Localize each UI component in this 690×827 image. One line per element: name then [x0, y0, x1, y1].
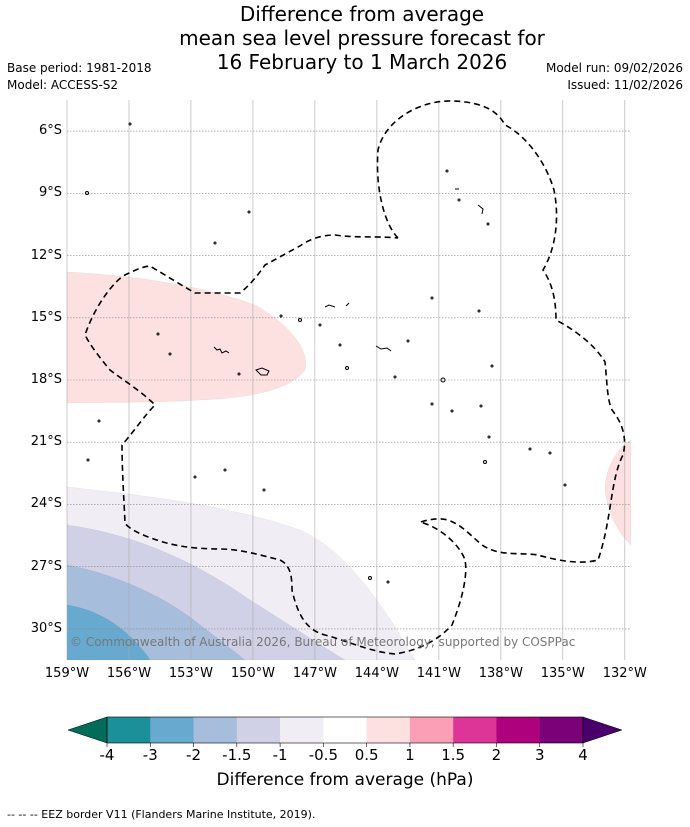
- colorbar-segment: [409, 717, 454, 743]
- colorbar-segment: [453, 717, 497, 743]
- longitude-tick-label: 141°W: [416, 666, 461, 681]
- colorbar-tick-label: -4: [99, 746, 115, 764]
- colorbar-under-arrow: [67, 716, 108, 744]
- latitude-tick-label: 24°S: [30, 496, 62, 512]
- latitude-tick-label: 9°S: [38, 185, 62, 201]
- latitude-tick-label: 27°S: [30, 558, 62, 574]
- colorbar-tick-label: 1: [405, 746, 415, 764]
- land-islands: [85, 122, 567, 584]
- colorbar-tick-label: 3: [534, 746, 545, 764]
- colorbar-segment: [280, 717, 324, 743]
- meta-left: Base period: 1981-2018 Model: ACCESS-S2: [7, 60, 152, 94]
- colorbar-segment: [496, 717, 541, 743]
- issued-date: Issued: 11/02/2026: [567, 78, 683, 92]
- meta-right: Model run: 09/02/2026 Issued: 11/02/2026: [546, 60, 683, 94]
- longitude-tick-label: 138°W: [478, 666, 523, 681]
- colorbar-segment: [107, 717, 151, 743]
- colorbar-segment: [193, 717, 238, 743]
- colorbar: [67, 716, 623, 747]
- eez-border: [84, 100, 626, 655]
- colorbar-segment: [539, 717, 584, 743]
- colorbar-over-arrow: [582, 716, 623, 744]
- latitude-tick-label: 12°S: [30, 247, 62, 263]
- colorbar-tick-label: -2: [186, 746, 202, 764]
- map-title: Difference from average mean sea level p…: [0, 2, 690, 74]
- colorbar-tick-label: -3: [142, 746, 158, 764]
- colorbar-tick-label: 1.5: [441, 746, 466, 764]
- longitude-tick-label: 156°W: [106, 666, 152, 681]
- longitude-tick-label: 150°W: [230, 666, 275, 681]
- latitude-tick-label: 21°S: [30, 434, 62, 450]
- latitude-tick-label: 6°S: [38, 123, 62, 139]
- colorbar-tick-label: 4: [578, 746, 588, 764]
- colorbar-segment: [150, 717, 194, 743]
- latitude-tick-label: 18°S: [30, 372, 62, 387]
- anomaly-fields: [67, 271, 631, 660]
- colorbar-outline: [106, 716, 584, 744]
- colorbar-segments: [106, 717, 584, 747]
- base-period: Base period: 1981-2018: [7, 61, 152, 75]
- colorbar-segment: [323, 717, 367, 743]
- longitude-tick-label: 153°W: [168, 666, 214, 681]
- anomaly-pos-0-5-west: [67, 271, 307, 404]
- longitude-tick-label: 132°W: [602, 666, 647, 681]
- footer-legend: -- -- -- EEZ border V11 (Flanders Marine…: [7, 808, 316, 821]
- latitude-tick-label: 30°S: [30, 620, 62, 636]
- colorbar-segment: [236, 717, 281, 743]
- longitude-tick-label: 144°W: [354, 666, 399, 681]
- colorbar-tick-label: -1.5: [222, 746, 252, 764]
- colorbar-tick-label: 0.5: [354, 746, 379, 764]
- colorbar-segment: [366, 717, 411, 743]
- longitude-tick-label: 135°W: [540, 666, 585, 681]
- colorbar-tick-label: -1: [272, 746, 288, 764]
- copyright-notice: © Commonwealth of Australia 2026, Bureau…: [70, 635, 575, 649]
- colorbar-label: Difference from average (hPa): [216, 770, 474, 790]
- anomaly-pos-0-5-east: [604, 439, 631, 546]
- title-line-2: mean sea level pressure forecast for: [179, 26, 545, 50]
- longitude-tick-label: 159°W: [44, 666, 90, 681]
- colorbar-tick-label: -0.5: [308, 746, 338, 764]
- title-line-3: 16 February to 1 March 2026: [216, 50, 508, 74]
- colorbar-tick-label: 2: [491, 746, 502, 764]
- title-line-1: Difference from average: [239, 2, 485, 26]
- model-run: Model run: 09/02/2026: [545, 61, 683, 75]
- model-name: Model: ACCESS-S2: [7, 78, 119, 92]
- latitude-tick-label: 15°S: [30, 309, 62, 325]
- longitude-tick-label: 147°W: [292, 666, 337, 681]
- gridlines: [66, 100, 631, 660]
